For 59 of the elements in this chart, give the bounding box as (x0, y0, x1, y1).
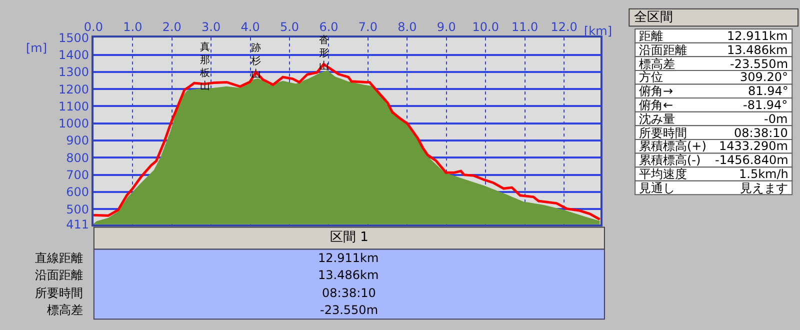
text: 13.486km (318, 268, 379, 282)
text: 見えます (740, 181, 788, 195)
text: 直線距離 (35, 251, 83, 265)
text: 沿面距離 (639, 43, 687, 57)
y-tick-label: 1000 (58, 116, 90, 131)
y-tick-label: 1300 (58, 65, 90, 80)
x-tick-label: 4.0 (240, 20, 260, 34)
x-tick-label: 2.0 (162, 20, 182, 34)
x-tick-label: 5.0 (280, 20, 300, 34)
y-tick-label: 1100 (58, 99, 90, 114)
text: 12.911km (318, 251, 379, 265)
text: 距離 (639, 29, 663, 43)
x-tick-label: 3.0 (202, 20, 221, 34)
y-tick-label: 411 (66, 218, 90, 232)
text: 所要時間 (639, 126, 687, 140)
x-tick-label: 8.0 (398, 20, 417, 34)
text: 08:38:10 (734, 126, 788, 140)
text: -23.550m (730, 57, 788, 71)
text: 所要時間 (35, 286, 83, 300)
text: 平均速度 (639, 167, 687, 181)
y-tick-label: 500 (66, 202, 90, 216)
text: 標高差 (47, 303, 83, 317)
text: 08:38:10 (322, 286, 376, 300)
text: 累積標高(-) (639, 153, 701, 167)
text: 標高差 (639, 57, 675, 71)
text: -0m (764, 112, 788, 126)
text: 累積標高(+) (639, 139, 706, 153)
text: 俯角← (639, 98, 674, 112)
text: 12.911km (727, 29, 788, 43)
x-tick-label: 7.0 (358, 20, 378, 34)
y-tick-label: 1200 (58, 82, 90, 96)
text: -81.94° (743, 98, 788, 112)
text: 見通し (639, 181, 675, 195)
text: 俯角→ (639, 84, 674, 98)
text: 沈み量 (639, 112, 675, 126)
text: 全区間 (634, 10, 673, 25)
x-tick-label: 12.0 (550, 20, 578, 34)
text: 方位 (639, 70, 663, 84)
y-tick-label: 900 (66, 134, 90, 148)
x-tick-label: 1.0 (123, 20, 142, 34)
x-tick-label: 9.0 (436, 20, 456, 34)
x-tick-label: 11.0 (511, 20, 538, 34)
y-tick-label: 700 (66, 168, 90, 182)
text: 1433.290m (719, 139, 788, 153)
text: -1456.840m (715, 153, 788, 167)
text: 13.486km (727, 43, 788, 57)
text: 81.94° (748, 84, 788, 98)
y-tick-label: 600 (66, 185, 90, 200)
text: 1.5km/h (739, 167, 788, 181)
text: 309.20° (740, 70, 788, 84)
x-axis-title: [km] (584, 24, 612, 38)
y-tick-label: 800 (66, 150, 90, 165)
x-tick-label: 6.0 (319, 20, 338, 34)
text: 区間 1 (330, 230, 368, 245)
text: -23.550m (320, 303, 378, 317)
y-tick-label: 1400 (58, 48, 90, 62)
y-axis-title: [m] (26, 41, 48, 55)
text: 沿面距離 (35, 268, 83, 282)
x-tick-label: 10.0 (472, 20, 499, 34)
